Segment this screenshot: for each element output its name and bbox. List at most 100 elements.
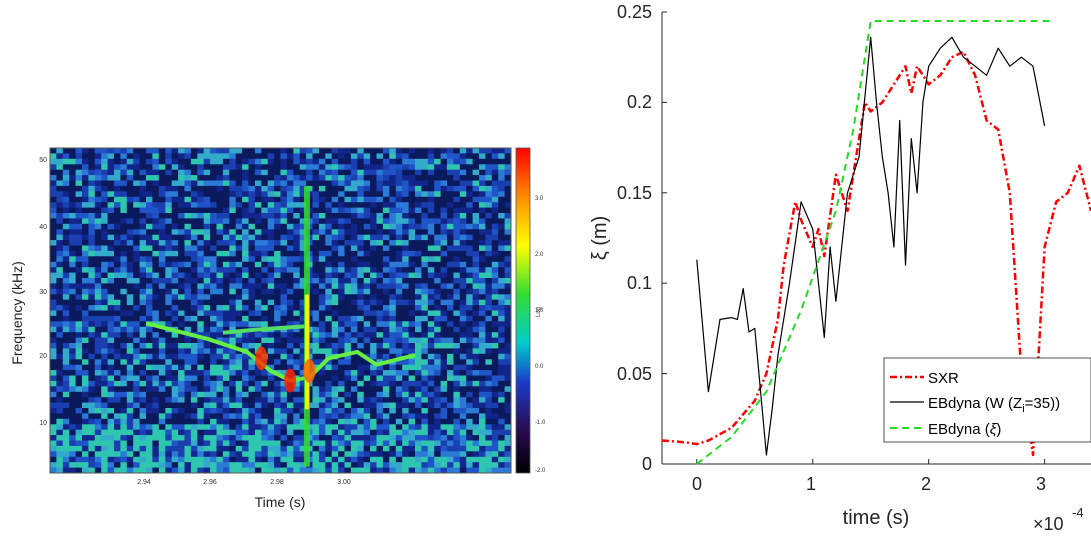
noise-cell	[472, 191, 480, 198]
noise-cell	[139, 294, 147, 301]
noise-cell	[427, 294, 435, 301]
noise-cell	[447, 185, 454, 192]
noise-cell	[158, 326, 166, 333]
noise-cell	[306, 467, 313, 473]
noise-cell	[171, 223, 179, 230]
noise-cell	[75, 332, 83, 338]
noise-cell	[479, 272, 486, 279]
noise-cell	[158, 223, 166, 230]
noise-cell	[178, 153, 185, 160]
noise-cell	[171, 424, 179, 431]
noise-cell	[472, 418, 480, 425]
noise-cell	[382, 315, 390, 322]
noise-cell	[395, 413, 403, 420]
noise-cell	[190, 397, 198, 403]
noise-cell	[338, 196, 345, 203]
noise-cell	[171, 315, 179, 322]
noise-cell	[178, 245, 185, 252]
noise-cell	[235, 445, 243, 452]
noise-cell	[94, 391, 102, 398]
noise-cell	[453, 245, 461, 252]
noise-cell	[415, 429, 422, 436]
noise-cell	[318, 234, 326, 241]
legend-label-ebdyna-w-sub: i	[1022, 403, 1024, 415]
noise-cell	[261, 223, 269, 230]
noise-cell	[274, 413, 281, 420]
noise-cell	[114, 364, 121, 371]
noise-cell	[434, 294, 441, 301]
noise-cell	[184, 229, 192, 236]
noise-cell	[485, 332, 493, 338]
noise-cell	[376, 364, 384, 371]
noise-cell	[222, 234, 230, 241]
noise-cell	[62, 283, 70, 290]
noise-cell	[299, 353, 307, 360]
noise-cell	[318, 364, 326, 371]
noise-cell	[248, 250, 256, 257]
noise-cell	[254, 245, 262, 252]
noise-cell	[178, 375, 185, 382]
noise-cell	[498, 375, 505, 382]
noise-cell	[325, 267, 333, 273]
noise-cell	[56, 386, 64, 393]
noise-cell	[94, 213, 102, 219]
noise-cell	[216, 207, 224, 214]
noise-cell	[331, 153, 339, 160]
noise-cell	[293, 418, 301, 425]
noise-cell	[459, 359, 467, 366]
noise-cell	[389, 185, 397, 192]
noise-cell	[357, 294, 365, 301]
noise-cell	[242, 445, 249, 452]
noise-cell	[485, 267, 493, 273]
noise-cell	[427, 153, 435, 160]
noise-cell	[94, 467, 102, 473]
noise-cell	[415, 148, 422, 154]
noise-cell	[56, 229, 64, 236]
noise-cell	[293, 218, 301, 225]
noise-cell	[126, 413, 134, 420]
noise-cell	[56, 202, 64, 208]
noise-cell	[357, 315, 365, 322]
noise-cell	[190, 148, 198, 154]
noise-cell	[88, 207, 96, 214]
noise-cell	[197, 467, 205, 473]
noise-cell	[229, 359, 237, 366]
noise-cell	[350, 429, 358, 436]
noise-cell	[479, 175, 486, 181]
noise-cell	[338, 256, 345, 263]
noise-cell	[184, 288, 192, 295]
noise-cell	[299, 207, 307, 214]
noise-cell	[447, 164, 454, 171]
noise-cell	[504, 305, 511, 311]
noise-cell	[203, 386, 211, 393]
noise-cell	[466, 305, 473, 311]
noise-cell	[210, 272, 217, 279]
noise-cell	[254, 180, 262, 187]
noise-cell	[203, 321, 211, 328]
noise-cell	[485, 245, 493, 252]
noise-cell	[402, 445, 409, 452]
noise-cell	[261, 234, 269, 241]
noise-cell	[146, 213, 153, 219]
noise-cell	[491, 310, 499, 317]
noise-cell	[203, 283, 211, 290]
x-exponent: -4	[1072, 505, 1084, 520]
noise-cell	[120, 148, 128, 154]
noise-cell	[491, 397, 499, 403]
noise-cell	[408, 158, 416, 165]
noise-cell	[101, 272, 108, 279]
noise-cell	[402, 229, 409, 236]
noise-cell	[216, 462, 224, 468]
noise-cell	[312, 408, 320, 414]
noise-cell	[472, 391, 480, 398]
noise-cell	[344, 445, 352, 452]
noise-cell	[165, 180, 173, 187]
noise-cell	[382, 424, 390, 431]
noise-cell	[376, 435, 384, 441]
noise-cell	[114, 218, 121, 225]
noise-cell	[56, 272, 64, 279]
noise-cell	[222, 278, 230, 284]
noise-cell	[491, 278, 499, 284]
noise-cell	[165, 370, 173, 376]
noise-cell	[312, 218, 320, 225]
